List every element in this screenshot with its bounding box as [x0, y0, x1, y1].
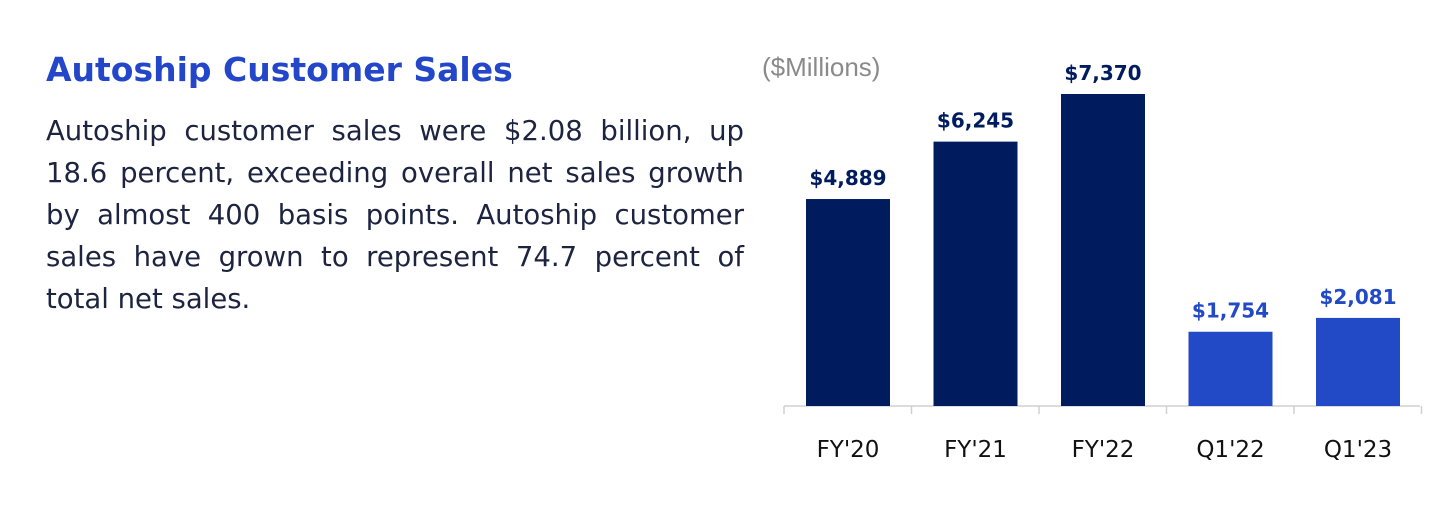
bar-0 [806, 199, 890, 406]
x-tick-label: Q1'23 [1324, 437, 1392, 463]
bar-value-label: $1,754 [1192, 299, 1269, 323]
bar-value-label: $4,889 [809, 166, 886, 190]
bar-2 [1061, 94, 1145, 406]
x-tick-label: Q1'22 [1196, 437, 1264, 463]
chart-unit-label: ($Millions) [762, 52, 881, 82]
page-title: Autoship Customer Sales [46, 50, 513, 89]
x-tick-label: FY'20 [817, 437, 880, 463]
bar-value-label: $6,245 [937, 109, 1014, 133]
bar-4 [1316, 317, 1400, 406]
bar-value-label: $2,081 [1319, 285, 1396, 309]
bar-1 [933, 141, 1018, 407]
bar-3 [1188, 331, 1273, 406]
bar-value-label: $7,370 [1064, 61, 1141, 85]
summary-paragraph: Autoship customer sales were $2.08 billi… [46, 115, 744, 315]
x-tick-label: FY'22 [1072, 437, 1135, 463]
x-tick-label: FY'21 [944, 437, 1007, 463]
